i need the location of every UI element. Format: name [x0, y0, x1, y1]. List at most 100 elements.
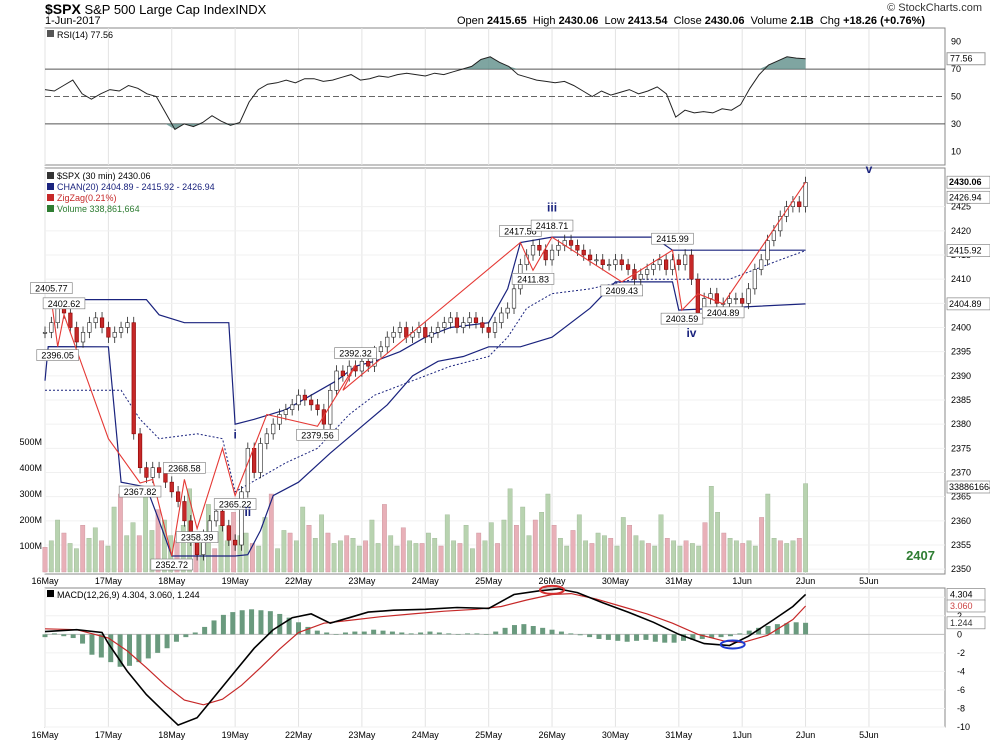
- macd-histogram-bar: [803, 622, 809, 635]
- candle-body: [778, 216, 783, 232]
- volume-bar: [281, 530, 287, 573]
- macd-histogram-bar: [380, 630, 386, 635]
- macd-histogram-bar: [709, 634, 715, 639]
- candle-body: [759, 259, 764, 270]
- volume-bar: [639, 540, 645, 573]
- volume-bar: [532, 519, 538, 573]
- macd-right-tag-text: 4.304: [950, 589, 973, 599]
- candle-body: [385, 336, 390, 348]
- chart-title: $SPX S&P 500 Large Cap IndexINDX: [45, 1, 266, 17]
- volume-bar: [620, 517, 626, 573]
- volume-bar: [482, 540, 488, 573]
- rsi-tick-label: 90: [951, 37, 961, 47]
- volume-bar: [130, 522, 136, 573]
- macd-histogram-bar: [324, 632, 330, 635]
- volume-bar: [727, 538, 733, 573]
- price-label: 2409.43: [605, 286, 638, 296]
- volume-bar: [111, 506, 117, 573]
- volume-bar: [803, 483, 809, 573]
- candle-body: [74, 327, 79, 343]
- candle-body: [549, 249, 555, 261]
- legend-channel-swatch: [47, 183, 54, 190]
- macd-histogram-bar: [342, 632, 348, 635]
- candle-body: [87, 322, 92, 333]
- price-x-label: 17May: [95, 576, 123, 586]
- macd-histogram-bar: [371, 629, 377, 635]
- open-value: 2415.65: [486, 15, 527, 27]
- rsi-tick-label: 70: [951, 64, 961, 74]
- volume-bar: [765, 493, 771, 573]
- candle-body: [226, 525, 231, 541]
- macd-histogram-bar: [483, 634, 489, 635]
- macd-histogram-bar: [605, 634, 611, 640]
- volume-bar: [149, 530, 155, 573]
- legend-channel: CHAN(20) 2404.89 - 2415.92 - 2426.94: [57, 182, 215, 192]
- legend-zigzag: ZigZag(0.21%): [57, 193, 117, 203]
- legend-zigzag-swatch: [47, 194, 54, 201]
- price-right-tag-text: 2426.94: [949, 192, 982, 202]
- macd-histogram-bar: [230, 612, 236, 635]
- candle-body: [683, 254, 688, 265]
- candle-body: [733, 298, 738, 300]
- macd-x-label: 2Jun: [796, 730, 816, 740]
- macd-histogram-bar: [756, 627, 762, 635]
- volume-value: 2.1B: [790, 15, 814, 27]
- macd-histogram-bar: [549, 629, 555, 635]
- volume-bar: [671, 540, 677, 573]
- volume-bar: [796, 538, 802, 573]
- candle-body: [296, 394, 301, 406]
- volume-bar: [218, 525, 224, 573]
- volume-bar: [117, 493, 123, 573]
- candle-body: [302, 394, 307, 401]
- volume-bar: [652, 545, 658, 573]
- volume-bar: [664, 538, 670, 573]
- chart-header: $SPX S&P 500 Large Cap IndexINDX 1-Jun-2…: [0, 0, 990, 28]
- macd-x-label: 17May: [95, 730, 123, 740]
- macd-histogram-bar: [596, 634, 602, 639]
- volume-bar: [212, 548, 218, 573]
- price-panel: [44, 167, 946, 575]
- price-label-box: [334, 347, 377, 359]
- chart-date: 1-Jun-2017: [45, 15, 101, 27]
- volume-bar: [262, 517, 268, 573]
- macd-histogram-bar: [155, 634, 161, 653]
- volume-bar: [256, 545, 262, 573]
- price-tick-label: 2400: [951, 323, 971, 333]
- volume-bar: [551, 525, 557, 573]
- price-tick-label: 2350: [951, 564, 971, 574]
- candle-body: [657, 259, 662, 265]
- candle-body: [619, 259, 624, 265]
- volume-label: Volume: [750, 15, 788, 27]
- volume-tick-label: 500M: [19, 437, 42, 447]
- candle-body: [239, 491, 244, 546]
- macd-histogram-bar: [699, 634, 705, 639]
- legend-symbol-swatch: [47, 172, 54, 179]
- volume-bar: [319, 514, 324, 573]
- volume-bar: [526, 535, 532, 573]
- volume-bar: [306, 525, 312, 573]
- candle-body: [499, 312, 504, 323]
- macd-histogram-bar: [51, 633, 57, 635]
- candle-body: [131, 322, 136, 435]
- candle-body: [473, 317, 479, 323]
- volume-bar: [558, 538, 563, 573]
- macd-histogram-bar: [455, 634, 461, 635]
- candle-body: [714, 293, 719, 304]
- macd-histogram-bar: [737, 633, 743, 635]
- macd-x-label: 22May: [285, 730, 313, 740]
- volume-bar: [388, 535, 394, 573]
- volume-bar: [99, 540, 105, 573]
- price-tick-label: 2380: [951, 419, 971, 429]
- rsi-legend: RSI(14) 77.56: [57, 30, 113, 40]
- price-x-label: 18May: [158, 576, 186, 586]
- macd-histogram-bar: [690, 634, 696, 640]
- price-label: 2411.83: [517, 274, 549, 284]
- macd-histogram-bar: [521, 624, 527, 635]
- low-value: 2413.54: [627, 15, 668, 27]
- volume-bar: [708, 486, 714, 573]
- candle-body: [252, 448, 257, 473]
- candle-body: [492, 322, 498, 333]
- macd-histogram-bar: [474, 633, 480, 635]
- volume-bar: [124, 535, 130, 573]
- price-x-label: 16May: [31, 576, 59, 586]
